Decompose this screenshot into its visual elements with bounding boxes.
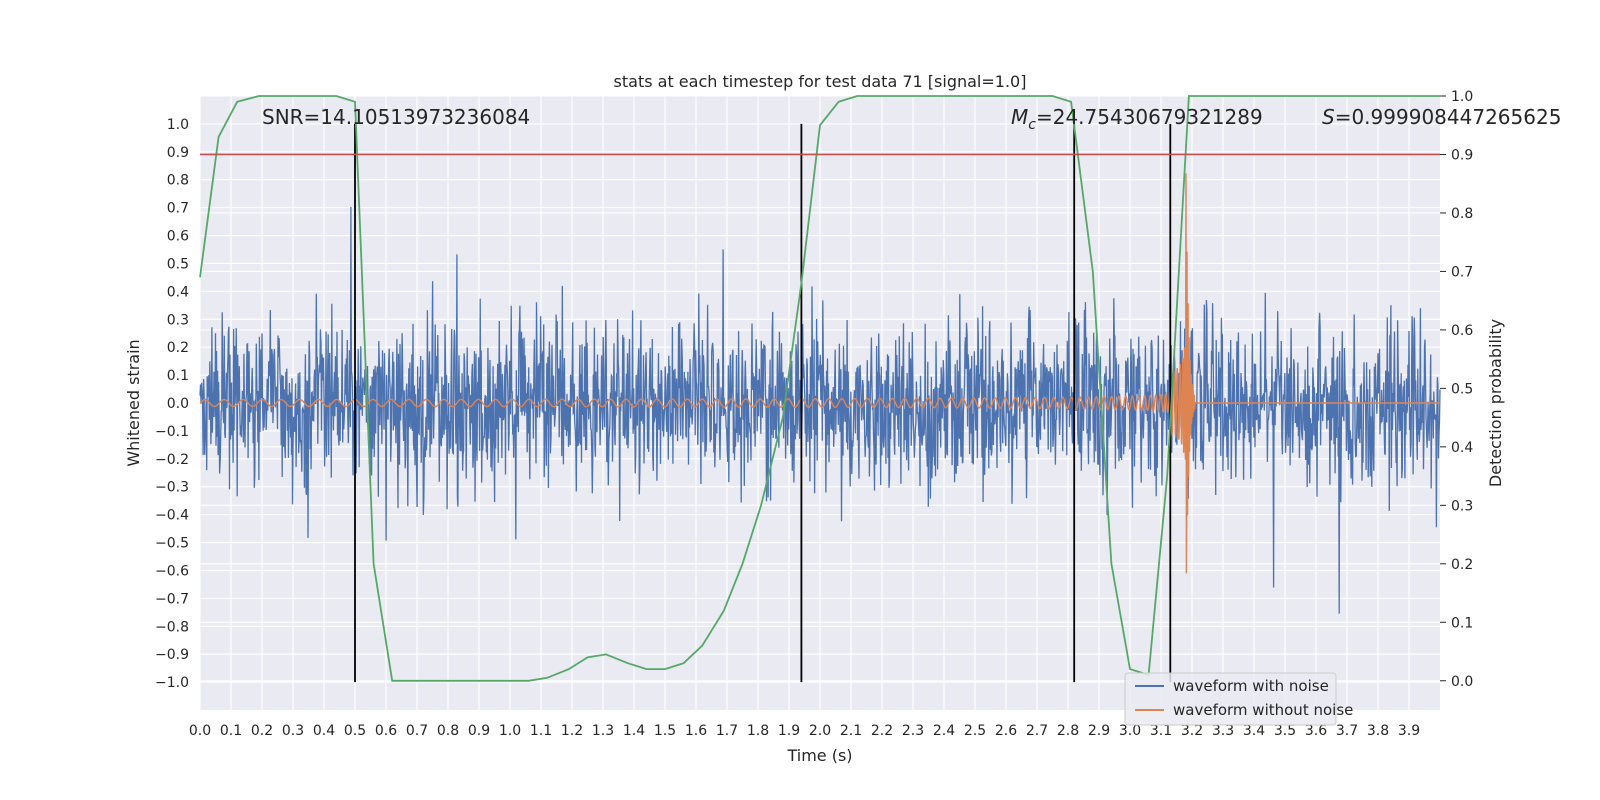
score-annotation: S=0.999908447265625 <box>1322 105 1561 129</box>
x-tick-label: 2.0 <box>809 723 831 739</box>
legend-label-clean: waveform without noise <box>1173 701 1353 719</box>
y-left-tick-label: −0.9 <box>155 647 189 663</box>
legend: waveform with noise waveform without noi… <box>1124 672 1353 726</box>
x-tick-label: 1.1 <box>530 723 552 739</box>
y-left-tick-label: 0.7 <box>167 201 189 217</box>
x-tick-label: 3.9 <box>1398 723 1420 739</box>
x-tick-label: 2.9 <box>1088 723 1110 739</box>
x-tick-label: 1.0 <box>499 723 521 739</box>
x-tick-label: 0.3 <box>282 723 304 739</box>
y-right-tick-label: 0.2 <box>1451 557 1473 573</box>
y-left-tick-label: 0.2 <box>167 340 189 356</box>
x-tick-labels: 0.0 0.1 0.2 0.3 0.4 0.5 0.6 0.7 0.8 0.9 1.0 1.1 1.2 1… <box>189 723 1420 739</box>
x-tick-label: 2.1 <box>840 723 862 739</box>
y-left-tick-label: −0.7 <box>155 591 189 607</box>
x-tick-label: 2.7 <box>1026 723 1048 739</box>
x-tick-label: 3.3 <box>1212 723 1234 739</box>
chirp-mass-symbol: M <box>1011 105 1028 129</box>
x-tick-label: 1.3 <box>592 723 614 739</box>
y-left-tick-label: 0.6 <box>167 229 189 245</box>
x-tick-label: 1.4 <box>623 723 645 739</box>
chirp-mass-subscript: c <box>1028 117 1036 133</box>
y-right-tick-label: 0.1 <box>1451 615 1473 631</box>
y-axis-left-label: Whitened strain <box>124 339 143 466</box>
x-tick-label: 1.7 <box>716 723 738 739</box>
detection-probability-line <box>199 95 1440 682</box>
y-left-tick-label: 1.0 <box>167 117 189 133</box>
x-tick-label: 1.5 <box>654 723 676 739</box>
x-tick-label: 1.6 <box>685 723 707 739</box>
x-tick-label: 3.0 <box>1119 723 1141 739</box>
x-tick-label: 3.5 <box>1274 723 1296 739</box>
x-tick-label: 2.6 <box>995 723 1017 739</box>
y-left-tick-label: −0.1 <box>155 424 189 440</box>
y-left-tick-label: 0.1 <box>167 368 189 384</box>
y-left-tick-label: −0.3 <box>155 480 189 496</box>
x-tick-label: 3.6 <box>1305 723 1327 739</box>
x-tick-label: 0.0 <box>189 723 211 739</box>
series-detection-probability <box>199 95 1440 682</box>
x-tick-label: 0.1 <box>220 723 242 739</box>
x-tick-label: 1.2 <box>561 723 583 739</box>
x-tick-label: 0.8 <box>437 723 459 739</box>
y-right-tick-labels: 1.0 0.9 0.8 0.7 0.6 0.5 0.4 0.3 0.2 0.1 0.0 <box>1440 89 1473 690</box>
x-tick-label: 2.5 <box>964 723 986 739</box>
y-axis-right-label: Detection probability <box>1486 319 1505 487</box>
y-left-tick-label: 0.0 <box>167 396 189 412</box>
snr-annotation: SNR=14.10513973236084 <box>262 105 530 129</box>
y-right-tick-label: 1.0 <box>1451 89 1473 105</box>
y-left-tick-label: 0.5 <box>167 256 189 272</box>
series-waveform-without-noise <box>199 173 1440 574</box>
x-tick-label: 1.8 <box>747 723 769 739</box>
y-right-tick-label: 0.4 <box>1451 440 1473 456</box>
x-tick-label: 0.7 <box>406 723 428 739</box>
chirp-mass-value: =24.75430679321289 <box>1036 105 1263 129</box>
x-tick-label: 2.8 <box>1057 723 1079 739</box>
y-right-tick-label: 0.7 <box>1451 264 1473 280</box>
series-waveform-with-noise <box>199 206 1441 614</box>
y-left-tick-label: −0.6 <box>155 563 189 579</box>
y-left-tick-label: −1.0 <box>155 675 189 691</box>
y-right-tick-label: 0.9 <box>1451 147 1473 163</box>
y-left-tick-label: −0.2 <box>155 452 189 468</box>
x-tick-label: 3.4 <box>1243 723 1265 739</box>
x-tick-label: 3.1 <box>1150 723 1172 739</box>
y-right-tick-label: 0.6 <box>1451 323 1473 339</box>
waveform-without-noise-line <box>199 173 1440 574</box>
y-left-tick-label: −0.4 <box>155 508 189 524</box>
x-tick-label: 0.5 <box>344 723 366 739</box>
y-left-tick-label: 0.3 <box>167 312 189 328</box>
y-right-tick-label: 0.5 <box>1451 381 1473 397</box>
y-right-tick-label: 0.3 <box>1451 498 1473 514</box>
x-tick-label: 2.4 <box>933 723 955 739</box>
x-tick-label: 0.9 <box>468 723 490 739</box>
x-tick-label: 0.6 <box>375 723 397 739</box>
legend-box <box>1124 672 1337 726</box>
x-tick-label: 3.8 <box>1367 723 1389 739</box>
legend-label-noise: waveform with noise <box>1173 677 1329 695</box>
x-tick-label: 0.4 <box>313 723 335 739</box>
y-left-tick-label: −0.8 <box>155 619 189 635</box>
y-right-tick-label: 0.8 <box>1451 206 1473 222</box>
y-left-tick-label: 0.8 <box>167 173 189 189</box>
chirp-mass-annotation: Mc=24.75430679321289 <box>1011 105 1263 133</box>
x-tick-label: 1.9 <box>778 723 800 739</box>
x-axis-label: Time (s) <box>786 746 852 765</box>
y-left-tick-label: 0.4 <box>167 284 189 300</box>
y-left-tick-label: 0.9 <box>167 145 189 161</box>
x-tick-label: 3.2 <box>1181 723 1203 739</box>
y-right-tick-label: 0.0 <box>1451 674 1473 690</box>
chart-title: stats at each timestep for test data 71 … <box>614 72 1027 91</box>
y-left-tick-labels: 1.0 0.9 0.8 0.7 0.6 0.5 0.4 0.3 0.2 0.1 0.0 −0.1 −0.… <box>155 117 189 691</box>
vertical-markers <box>354 123 1172 683</box>
score-symbol: S <box>1322 105 1335 129</box>
x-tick-label: 3.7 <box>1336 723 1358 739</box>
waveform-with-noise-line <box>199 206 1441 614</box>
x-tick-label: 0.2 <box>251 723 273 739</box>
x-tick-label: 2.2 <box>871 723 893 739</box>
y-left-tick-label: −0.5 <box>155 536 189 552</box>
x-tick-label: 2.3 <box>902 723 924 739</box>
score-value: =0.999908447265625 <box>1335 105 1562 129</box>
